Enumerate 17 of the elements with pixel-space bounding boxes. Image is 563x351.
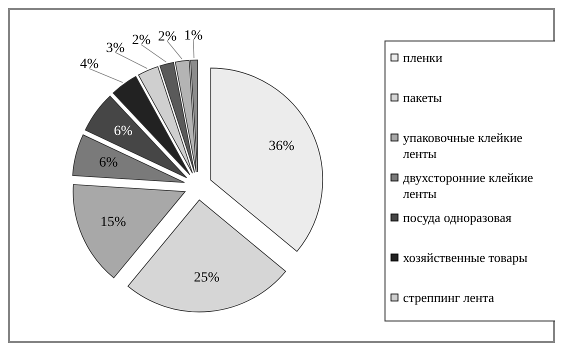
data-label: 15% [100, 215, 126, 230]
legend-label: пленки [403, 50, 442, 65]
data-label: 6% [99, 156, 118, 171]
data-label: 2% [158, 30, 177, 45]
legend-label: посуда одноразовая [403, 210, 512, 225]
data-label: 36% [268, 139, 295, 154]
data-label: 25% [194, 270, 220, 286]
data-label: 4% [80, 57, 99, 72]
data-label: 6% [114, 124, 133, 140]
data-label: 3% [106, 40, 125, 56]
legend-label: упаковочные клейкие ленты [403, 130, 523, 161]
legend-label: хозяйственные товары [403, 250, 528, 265]
legend-label: двухсторонние клейкие ленты [403, 170, 534, 201]
legend-label: стреппинг лента [403, 290, 494, 305]
legend-label: пакеты [403, 90, 442, 105]
data-label: 1% [184, 28, 203, 44]
data-label: 2% [132, 33, 151, 48]
